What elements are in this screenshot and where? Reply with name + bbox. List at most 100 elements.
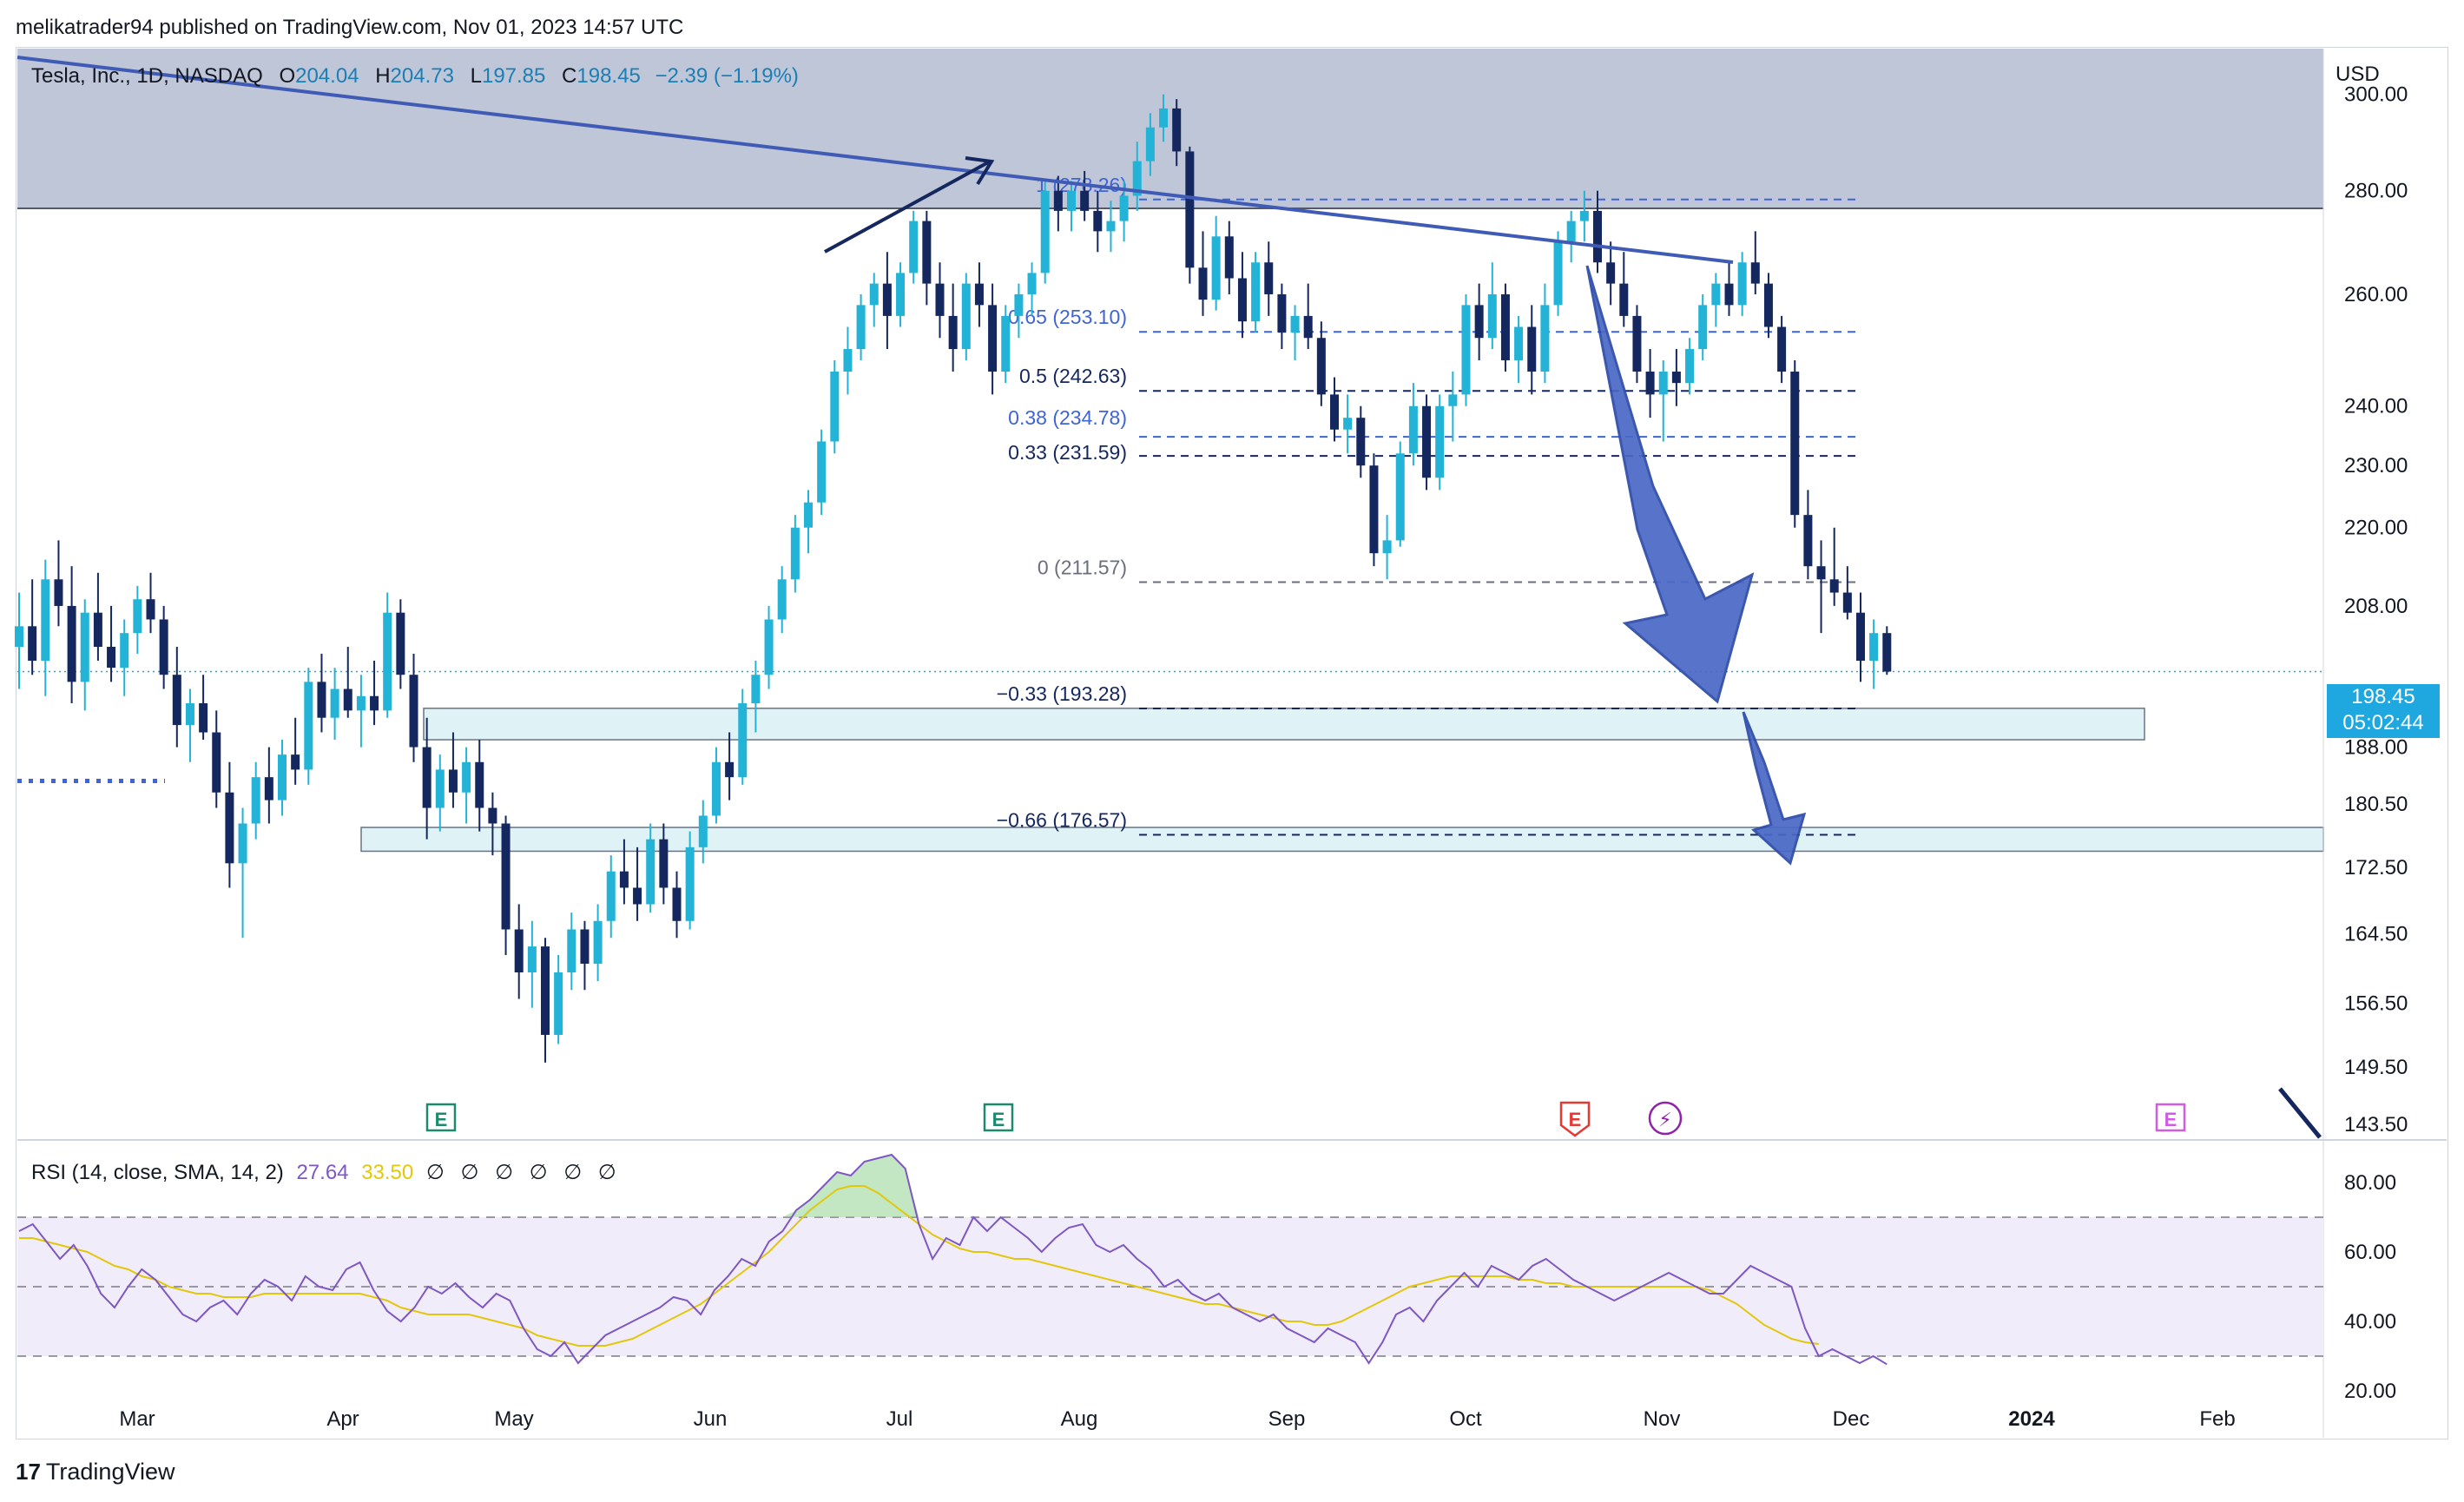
candle-body [1264, 262, 1274, 294]
candle-body [725, 761, 735, 778]
candle [1172, 99, 1182, 167]
candle [672, 871, 682, 939]
close-value: 198.45 [576, 64, 641, 88]
candle [159, 605, 168, 689]
candle [1014, 283, 1024, 339]
price-tick-label: 156.50 [2344, 992, 2408, 1016]
earnings-marker[interactable]: E [425, 1103, 457, 1132]
price-tick-label: 172.50 [2344, 856, 2408, 879]
dividend-marker-icon[interactable]: ⚡ [1648, 1101, 1683, 1136]
publisher-line: melikatrader94 published on TradingView.… [16, 16, 684, 39]
fib-label: 0.65 (253.10) [1008, 306, 1127, 328]
candle-body [843, 349, 853, 372]
marker-badge [1648, 1101, 1683, 1136]
candle [370, 661, 379, 726]
rsi-legend[interactable]: RSI (14, close, SMA, 14, 2) 27.64 33.50 … [31, 1160, 622, 1185]
candle-body [1790, 372, 1800, 516]
candle-body [291, 754, 300, 770]
candle [1106, 201, 1116, 253]
candle-body [172, 675, 181, 726]
candle [1198, 231, 1208, 316]
candle-body [514, 929, 524, 973]
candle [185, 688, 194, 762]
candle [475, 740, 484, 832]
candle [554, 955, 563, 1044]
candle-body [264, 777, 273, 800]
support-zone-upper [423, 708, 2145, 741]
candle-body [896, 273, 906, 316]
rsi-line [18, 1153, 1888, 1366]
candle [1316, 321, 1326, 406]
candle [1487, 262, 1497, 350]
candle [1527, 305, 1537, 395]
candle [1593, 190, 1602, 273]
candle [1369, 453, 1379, 567]
rsi-pane: 80.00 60.00 40.00 20.00 [17, 1153, 2396, 1403]
earnings-marker[interactable]: E [2155, 1103, 2186, 1132]
drawings-layer [16, 56, 2322, 1139]
candle-body [580, 929, 590, 964]
candle-body [988, 305, 998, 372]
zones-layer [17, 49, 2324, 853]
symbol-legend[interactable]: Tesla, Inc., 1D, NASDAQ O204.04 H204.73 … [31, 64, 799, 89]
candle-body [1053, 190, 1063, 211]
candle [422, 717, 432, 840]
rsi-label: RSI (14, close, SMA, 14, 2) [31, 1161, 284, 1184]
candle [619, 839, 629, 905]
candle [830, 359, 840, 454]
candle [1566, 210, 1576, 263]
candle [330, 668, 339, 741]
candle [1816, 540, 1826, 634]
candle [1869, 619, 1879, 689]
currency-button[interactable]: USD [2336, 63, 2380, 86]
rsi-tick-label: 80.00 [2344, 1171, 2396, 1195]
candle-body [1290, 315, 1300, 333]
marker-letter: E [435, 1109, 448, 1130]
marker-letter: E [992, 1109, 1005, 1130]
marker-badge [2155, 1103, 2186, 1132]
candle-body [356, 695, 366, 711]
fib-label: 0.5 (242.63) [1019, 365, 1127, 387]
candle-body [1027, 273, 1037, 294]
candle-body [659, 839, 669, 888]
rally-arrow-line [824, 160, 991, 254]
tradingview-branding[interactable]: 17 TradingView [16, 1459, 175, 1486]
candle [580, 920, 590, 991]
fib-label: 0 (211.57) [1038, 557, 1127, 579]
candle-body [383, 612, 392, 711]
earnings-marker[interactable]: E [1559, 1101, 1591, 1137]
candle [1737, 252, 1747, 316]
candle-body [1724, 283, 1734, 306]
candle-body [1001, 315, 1011, 372]
candle-body [1395, 453, 1405, 541]
price-tick-label: 230.00 [2344, 454, 2408, 478]
candle [1606, 241, 1616, 306]
rsi-tick-label: 20.00 [2344, 1380, 2396, 1403]
candle [1724, 262, 1734, 316]
candle [633, 847, 642, 921]
candle [1803, 490, 1813, 580]
candle [1829, 527, 1839, 606]
bearish-projection-arrow [1585, 265, 1755, 704]
candle [409, 654, 418, 762]
candle-body [882, 283, 892, 316]
candle-body [1671, 372, 1681, 384]
candle [817, 429, 827, 516]
candle [172, 647, 181, 748]
candle [909, 210, 919, 284]
candle-body [1737, 262, 1747, 306]
candle [67, 566, 76, 704]
symbol-title: Tesla, Inc., 1D, NASDAQ [31, 64, 263, 88]
rsi-band [17, 1217, 2323, 1356]
axis-layer: 300.00 280.00 260.00 240.00 230.00 220.00 208.… [119, 83, 2408, 1431]
candle-body [1514, 326, 1524, 360]
earnings-marker[interactable]: E [983, 1103, 1014, 1132]
grid-layer [17, 49, 2447, 1438]
candle [725, 732, 735, 800]
candle-body [1527, 326, 1537, 372]
candle-body [619, 871, 629, 888]
candle-body [961, 283, 971, 350]
price-tick-label: 240.00 [2344, 395, 2408, 418]
price-tick-label: 149.50 [2344, 1056, 2408, 1079]
